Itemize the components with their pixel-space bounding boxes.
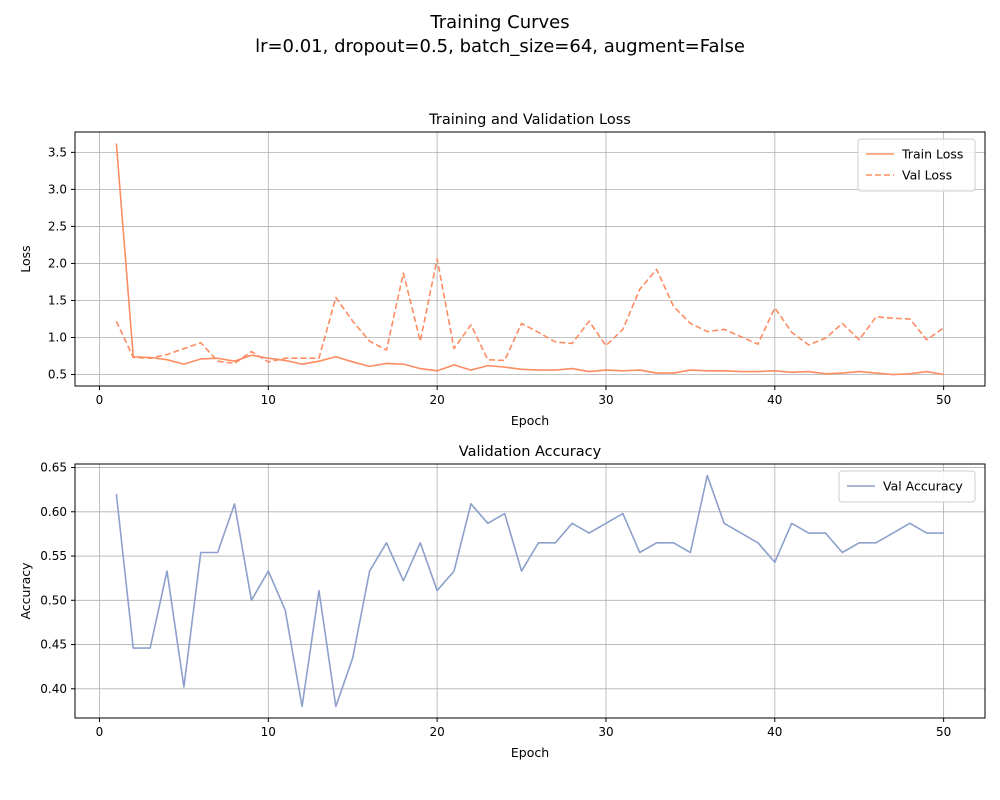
y-tick-label: 0.65 <box>40 461 67 475</box>
y-tick-label: 0.45 <box>40 638 67 652</box>
y-tick-label: 0.55 <box>40 549 67 563</box>
x-tick-label: 0 <box>96 725 104 739</box>
legend-label: Train Loss <box>901 147 963 162</box>
series-line-train-loss <box>115 143 944 376</box>
plot-frame <box>74 131 986 387</box>
figure-subtitle: lr=0.01, dropout=0.5, batch_size=64, aug… <box>255 36 745 57</box>
y-axis-label: Loss <box>18 245 33 272</box>
x-axis-label: Epoch <box>511 413 549 428</box>
y-tick-label: 0.50 <box>40 593 67 607</box>
y-tick-label: 3.5 <box>48 145 67 159</box>
x-axis-label: Epoch <box>511 745 549 760</box>
chart-title: Validation Accuracy <box>459 444 602 460</box>
legend-label: Val Accuracy <box>883 479 963 494</box>
legend-label: Val Loss <box>902 168 952 183</box>
y-tick-label: 0.60 <box>40 505 67 519</box>
x-tick-label: 30 <box>598 393 613 407</box>
y-tick-label: 0.5 <box>48 368 67 382</box>
series-line-val-accuracy <box>115 474 944 708</box>
x-tick-label: 20 <box>430 393 445 407</box>
y-tick-label: 2.0 <box>48 256 67 270</box>
y-tick-label: 2.5 <box>48 219 67 233</box>
x-tick-label: 40 <box>767 393 782 407</box>
y-tick-label: 1.0 <box>48 330 67 344</box>
x-tick-label: 40 <box>767 725 782 739</box>
x-tick-label: 30 <box>598 725 613 739</box>
x-tick-label: 20 <box>430 725 445 739</box>
legend: Val Accuracy <box>838 470 976 503</box>
y-tick-label: 3.0 <box>48 182 67 196</box>
y-axis-label: Accuracy <box>18 562 33 620</box>
series-line-val-loss <box>115 258 945 365</box>
legend-box <box>838 470 976 503</box>
plot-frame <box>74 463 986 719</box>
x-tick-label: 50 <box>936 393 951 407</box>
legend: Train Loss Val Loss <box>857 138 976 192</box>
x-tick-label: 10 <box>261 393 276 407</box>
x-tick-label: 0 <box>96 393 104 407</box>
y-tick-label: 0.40 <box>40 682 67 696</box>
legend-box <box>857 138 976 192</box>
x-tick-label: 50 <box>936 725 951 739</box>
x-tick-label: 10 <box>261 725 276 739</box>
chart-title: Training and Validation Loss <box>428 112 631 128</box>
y-tick-label: 1.5 <box>48 293 67 307</box>
figure-title: Training Curves <box>430 12 570 33</box>
